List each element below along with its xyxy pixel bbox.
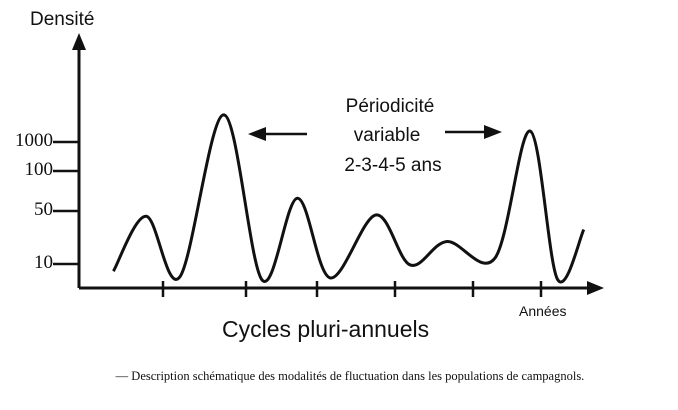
series-line xyxy=(112,113,586,284)
left-arrow-icon xyxy=(248,127,307,141)
figure-caption: — Description schématique des modalités … xyxy=(115,369,585,383)
y-tick-label: 100 xyxy=(25,159,54,180)
y-axis-label: Densité xyxy=(30,9,94,30)
annotation-line-3: 2-3-4-5 ans xyxy=(344,155,441,176)
chart-subtitle: Cycles pluri-annuels xyxy=(222,316,429,342)
annotation-line-2: variable xyxy=(354,125,421,146)
right-arrow-icon xyxy=(445,125,502,139)
y-tick-label: 10 xyxy=(34,252,53,273)
x-axis-arrow-icon xyxy=(587,281,604,295)
y-axis-arrow-icon xyxy=(72,33,86,50)
x-axis-label: Années xyxy=(519,303,566,319)
y-tick-label: 1000 xyxy=(15,130,53,151)
annotation-line-1: Périodicité xyxy=(346,96,435,117)
y-tick-label: 50 xyxy=(34,199,53,220)
